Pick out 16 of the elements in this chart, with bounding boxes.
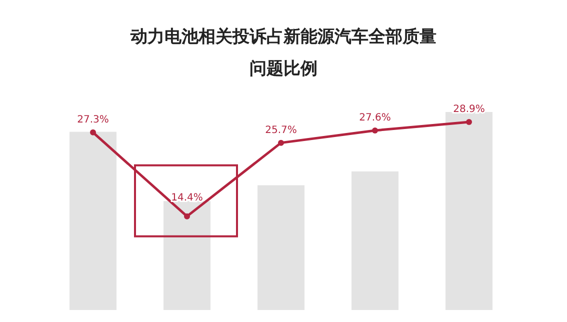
bar xyxy=(70,132,116,310)
bar xyxy=(258,185,304,310)
data-label: 14.4% xyxy=(171,192,203,204)
data-label: 27.6% xyxy=(359,112,391,124)
point xyxy=(466,119,472,125)
point xyxy=(372,127,378,134)
point xyxy=(278,140,284,146)
bar xyxy=(352,171,398,310)
bar xyxy=(164,201,210,310)
data-label: 25.7% xyxy=(265,124,297,136)
point xyxy=(184,213,190,220)
data-label: 27.3% xyxy=(77,114,109,126)
chart-title: 动力电池相关投诉占新能源汽车全部质量问题比例 xyxy=(130,27,436,79)
data-label: 28.9% xyxy=(453,104,485,115)
bar xyxy=(446,112,492,310)
point xyxy=(90,129,96,136)
